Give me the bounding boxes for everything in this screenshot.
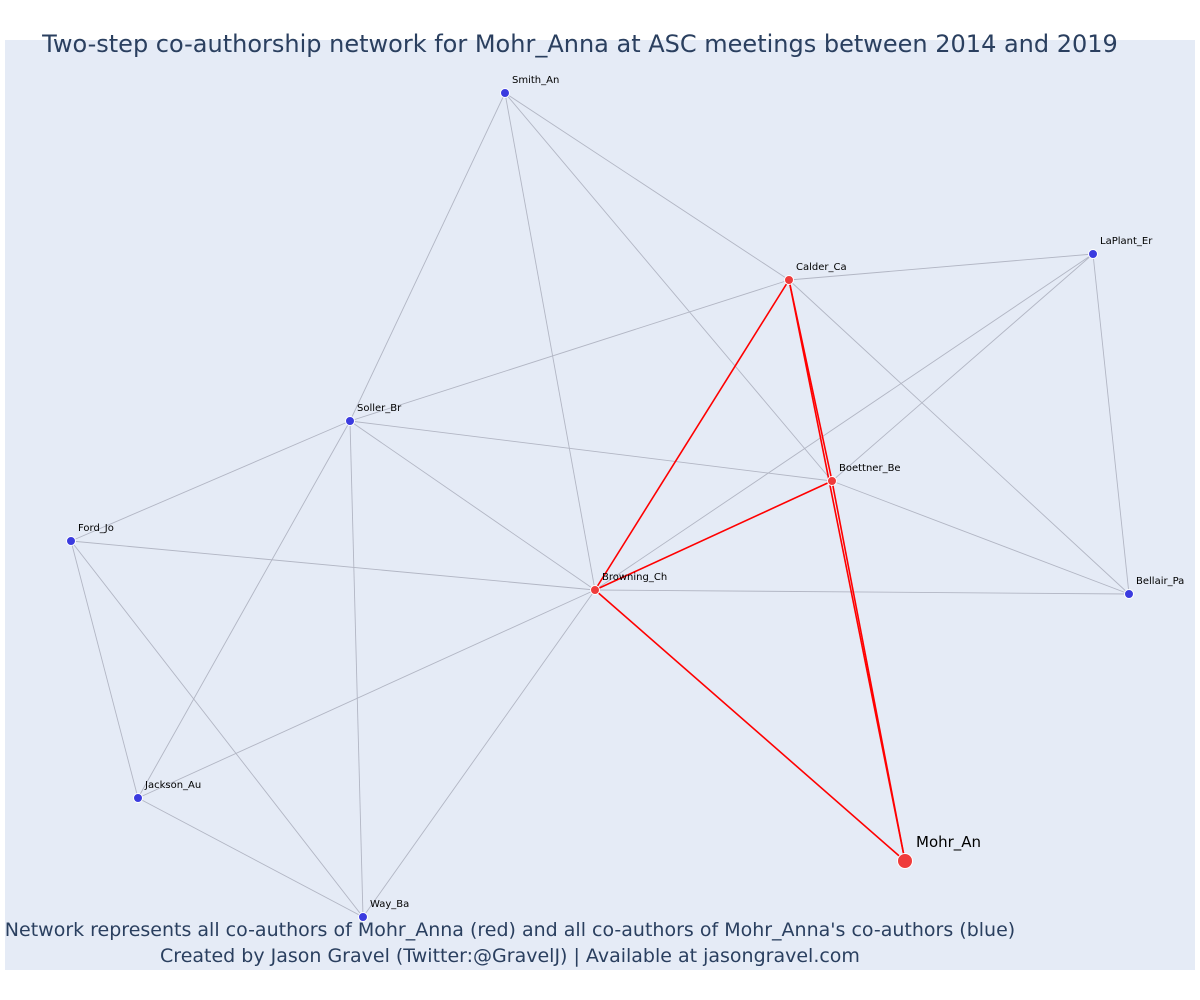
node-label-Browning_Ch: Browning_Ch [602,572,667,583]
edge-Calder_Ca-Boettner_Be [788,279,833,482]
node-label-Smith_An: Smith_An [512,75,559,86]
edge-Soller_Br-Boettner_Be [349,420,833,482]
edge-Soller_Br-Browning_Ch [349,420,596,591]
node-Boettner_Be[interactable] [827,476,837,486]
edge-Smith_An-Calder_Ca [504,92,790,281]
edge-LaPlant_Er-Boettner_Be [831,253,1094,482]
node-label-Ford_Jo: Ford_Jo [78,523,114,534]
plot-area [5,40,1195,970]
node-label-Boettner_Be: Boettner_Be [839,463,901,474]
edge-Ford_Jo-Way_Ba [70,540,364,918]
edge-Calder_Ca-Soller_Br [349,279,790,422]
node-Mohr_An[interactable] [897,853,913,869]
edge-Browning_Ch-Way_Ba [362,589,596,918]
edge-Boettner_Be-Bellair_Pa [831,480,1130,595]
edge-Soller_Br-Way_Ba [349,420,364,918]
node-label-Mohr_An: Mohr_An [916,833,981,852]
node-Soller_Br[interactable] [345,416,355,426]
edge-LaPlant_Er-Browning_Ch [594,253,1094,591]
edge-Calder_Ca-Bellair_Pa [788,279,1130,595]
node-label-Soller_Br: Soller_Br [357,403,402,414]
node-Way_Ba[interactable] [358,912,368,922]
edge-Smith_An-Soller_Br [349,92,506,422]
edge-Calder_Ca-LaPlant_Er [788,253,1094,281]
edge-Soller_Br-Ford_Jo [70,420,351,542]
edge-Ford_Jo-Jackson_Au [70,540,139,799]
node-Ford_Jo[interactable] [66,536,76,546]
edge-Mohr_An-Browning_Ch [594,589,906,862]
node-label-LaPlant_Er: LaPlant_Er [1100,236,1153,247]
edge-LaPlant_Er-Bellair_Pa [1092,253,1130,595]
node-label-Way_Ba: Way_Ba [370,899,409,910]
node-Jackson_Au[interactable] [133,793,143,803]
node-Smith_An[interactable] [500,88,510,98]
node-label-Calder_Ca: Calder_Ca [796,262,847,273]
edge-Smith_An-Boettner_Be [504,92,833,482]
edge-Calder_Ca-Browning_Ch [594,279,790,591]
node-label-Jackson_Au: Jackson_Au [144,780,201,791]
node-LaPlant_Er[interactable] [1088,249,1098,259]
edge-Browning_Ch-Bellair_Pa [594,589,1130,595]
labels-layer: Mohr_An Calder_Ca Boettner_Be Browning_Ch Sm… [78,75,1184,910]
edge-Jackson_Au-Way_Ba [137,797,364,918]
caption-line-1: Network represents all co-authors of Moh… [4,919,1016,941]
nodes-layer [66,88,1134,922]
caption-line-2: Created by Jason Gravel (Twitter:@Gravel… [160,945,860,967]
node-Bellair_Pa[interactable] [1124,589,1134,599]
edge-Browning_Ch-Jackson_Au [137,589,596,799]
edge-Mohr_An-Boettner_Be [831,480,906,862]
edge-Ford_Jo-Browning_Ch [70,540,596,591]
edge-Soller_Br-Jackson_Au [137,420,351,799]
edge-Boettner_Be-Browning_Ch [594,480,833,591]
node-Browning_Ch[interactable] [590,585,600,595]
edge-Smith_An-Browning_Ch [504,92,596,591]
node-label-Bellair_Pa: Bellair_Pa [1136,576,1184,587]
edges-layer [70,92,1130,918]
chart-title: Two-step co-authorship network for Mohr_… [42,30,1118,58]
node-Calder_Ca[interactable] [784,275,794,285]
